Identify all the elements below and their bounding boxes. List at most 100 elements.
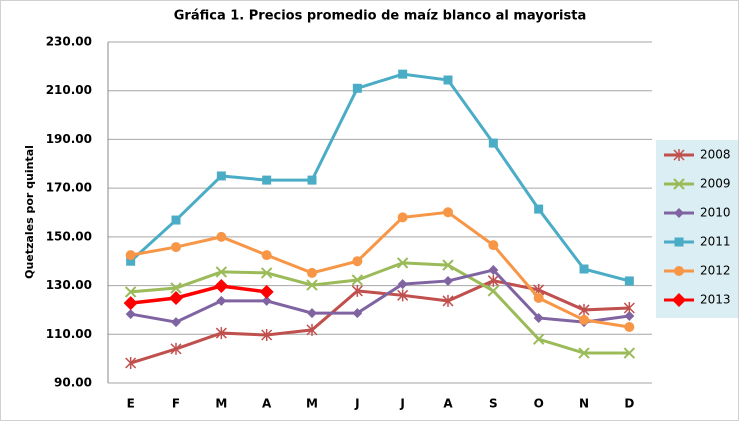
y-tick-label: 130.00 — [46, 278, 92, 292]
marker — [624, 311, 635, 322]
marker — [533, 292, 544, 303]
marker — [306, 279, 318, 291]
x-tick-label: J — [399, 397, 404, 411]
y-axis-label: Quetzales por quintal — [23, 145, 36, 279]
x-tick-label: F — [172, 397, 180, 411]
series-line — [129, 72, 630, 283]
marker — [579, 264, 589, 274]
marker — [124, 286, 137, 298]
marker — [261, 295, 272, 306]
legend-label: 2008 — [700, 148, 731, 162]
y-tick-label: 110.00 — [46, 327, 92, 341]
marker — [214, 279, 229, 294]
marker — [397, 289, 409, 302]
marker — [259, 284, 274, 299]
marker — [307, 175, 317, 185]
marker — [624, 321, 635, 332]
legend-label: 2009 — [700, 177, 731, 191]
y-tick-label: 190.00 — [46, 132, 92, 146]
marker — [397, 212, 408, 223]
marker — [624, 276, 634, 286]
legend-label: 2013 — [700, 293, 731, 307]
x-tick-label: A — [262, 397, 272, 411]
marker — [215, 266, 228, 278]
marker — [533, 312, 544, 323]
marker — [171, 215, 181, 225]
marker — [352, 83, 362, 93]
marker — [578, 303, 590, 316]
x-tick-label: M — [306, 397, 318, 411]
x-tick-label: O — [534, 397, 544, 411]
marker — [488, 138, 498, 148]
marker — [351, 284, 363, 297]
y-tick-label: 210.00 — [46, 83, 92, 97]
x-tick-label: S — [489, 397, 498, 411]
marker — [578, 347, 590, 359]
x-tick-label: D — [624, 397, 634, 411]
y-tick-label: 170.00 — [46, 181, 92, 195]
legend-label: 2012 — [700, 264, 731, 278]
marker — [674, 208, 684, 218]
marker — [170, 342, 182, 355]
marker — [307, 267, 317, 278]
marker — [352, 308, 363, 319]
series-line — [130, 268, 630, 324]
marker — [125, 309, 136, 320]
marker — [673, 149, 685, 161]
marker — [216, 231, 227, 242]
y-tick-label: 150.00 — [46, 229, 92, 243]
marker — [352, 256, 363, 267]
marker — [170, 282, 182, 294]
marker — [532, 333, 545, 345]
marker — [443, 207, 453, 218]
marker — [306, 323, 318, 336]
marker — [487, 274, 499, 287]
marker — [307, 308, 317, 319]
chart-title: Gráfica 1. Precios promedio de maíz blan… — [174, 9, 586, 24]
marker — [443, 275, 453, 286]
marker — [261, 329, 273, 342]
marker — [126, 256, 136, 266]
series-line — [130, 261, 630, 355]
y-tick-label: 90.00 — [54, 376, 92, 390]
marker — [171, 317, 181, 328]
y-tick-label: 230.00 — [46, 35, 92, 49]
marker — [672, 293, 686, 307]
marker — [215, 327, 227, 340]
series-line — [130, 279, 630, 365]
series-line — [130, 210, 630, 329]
marker — [443, 75, 453, 85]
legend-label: 2011 — [700, 235, 731, 249]
marker — [216, 171, 226, 181]
marker — [398, 69, 408, 79]
marker — [396, 257, 409, 269]
marker — [216, 295, 227, 306]
marker — [488, 264, 499, 275]
legend-box — [656, 140, 738, 318]
x-tick-label: N — [579, 397, 589, 411]
marker — [442, 294, 454, 307]
marker — [534, 204, 544, 214]
marker — [123, 296, 138, 311]
marker — [397, 279, 408, 290]
marker — [442, 259, 454, 271]
marker — [623, 347, 636, 359]
x-tick-label: J — [354, 397, 359, 411]
marker — [125, 250, 136, 261]
marker — [262, 175, 272, 185]
x-tick-label: M — [215, 397, 227, 411]
marker — [260, 267, 273, 279]
marker — [674, 266, 684, 276]
series-line — [130, 284, 267, 305]
marker — [487, 285, 500, 297]
marker — [125, 357, 137, 370]
x-tick-label: A — [443, 397, 453, 411]
marker — [488, 240, 499, 251]
marker — [169, 290, 183, 305]
marker — [674, 237, 684, 247]
legend-label: 2010 — [700, 206, 731, 220]
marker — [351, 274, 364, 286]
marker — [673, 178, 685, 190]
